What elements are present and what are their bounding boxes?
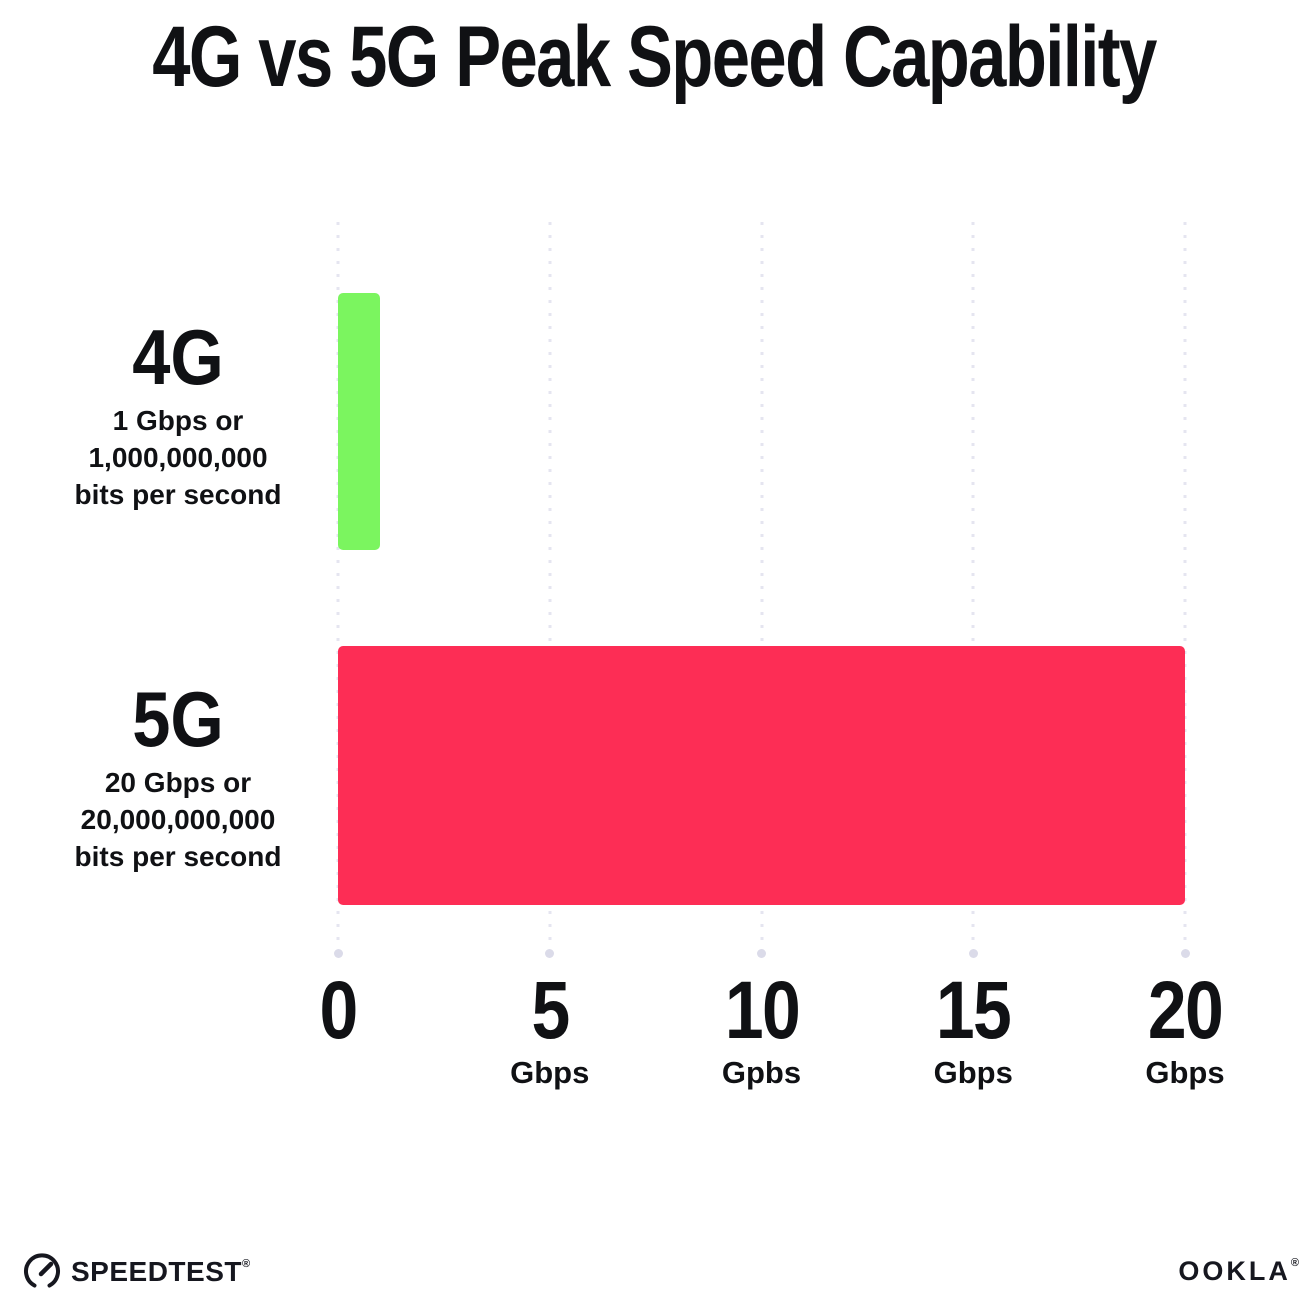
x-tick-value: 15 <box>936 965 1012 1056</box>
ookla-trademark: ® <box>1290 1257 1302 1269</box>
x-tick-unit: Gpbs <box>721 1055 802 1090</box>
plot-area <box>336 222 1187 948</box>
x-tick-value: 5 <box>531 965 570 1056</box>
sublabel-line: 20 Gbps or <box>104 767 252 798</box>
category-heading-4g: 4G <box>132 313 224 401</box>
x-tick-value: 20 <box>1147 965 1224 1056</box>
page-title: 4G vs 5G Peak Speed Capability <box>152 9 1157 105</box>
sublabel-line: 1,000,000,000 <box>88 442 268 473</box>
x-tick-0: 0 <box>316 965 360 1056</box>
x-tick-20: 20 Gbps <box>1141 965 1228 1090</box>
ookla-logo: OOKLA® <box>1178 1258 1302 1285</box>
sublabel-line: 1 Gbps or <box>112 405 244 436</box>
bar-5g <box>338 646 1185 905</box>
x-tick-unit: Gbps <box>1145 1055 1225 1090</box>
category-label-5g: 5G 20 Gbps or 20,000,000,000 bits per se… <box>36 680 320 875</box>
gridline-20 <box>1183 222 1187 948</box>
category-sublabel-5g: 20 Gbps or 20,000,000,000 bits per secon… <box>36 764 320 875</box>
x-tick-10: 10 Gpbs <box>718 965 805 1090</box>
sublabel-line: bits per second <box>74 479 282 510</box>
bar-4g <box>338 293 381 550</box>
speedtest-gauge-icon <box>22 1252 62 1292</box>
x-tick-value: 10 <box>724 965 800 1056</box>
category-heading-5g: 5G <box>132 675 224 763</box>
category-label-4g: 4G 1 Gbps or 1,000,000,000 bits per seco… <box>36 318 320 513</box>
ookla-logo-text: OOKLA® <box>1178 1256 1302 1286</box>
x-tick-unit: Gbps <box>933 1055 1013 1090</box>
x-tick-unit: Gbps <box>510 1055 590 1090</box>
x-tick-value: 0 <box>319 965 358 1056</box>
speedtest-logo-text: SPEEDTEST® <box>71 1256 251 1287</box>
category-sublabel-4g: 1 Gbps or 1,000,000,000 bits per second <box>36 402 320 513</box>
speedtest-trademark: ® <box>241 1258 251 1270</box>
gridline-15 <box>971 222 975 948</box>
x-tick-5: 5 Gbps <box>510 965 590 1090</box>
x-axis: 0 5 Gbps 10 Gpbs 15 Gbps 20 Gbps <box>319 965 1224 1115</box>
gridline-0 <box>336 222 340 948</box>
sublabel-line: 20,000,000,000 <box>80 804 276 835</box>
x-tick-15: 15 Gbps <box>930 965 1017 1090</box>
speedtest-logo: SPEEDTEST® <box>22 1252 251 1292</box>
sublabel-line: bits per second <box>74 841 282 872</box>
gridline-10 <box>760 222 763 948</box>
gridline-5 <box>548 222 552 948</box>
